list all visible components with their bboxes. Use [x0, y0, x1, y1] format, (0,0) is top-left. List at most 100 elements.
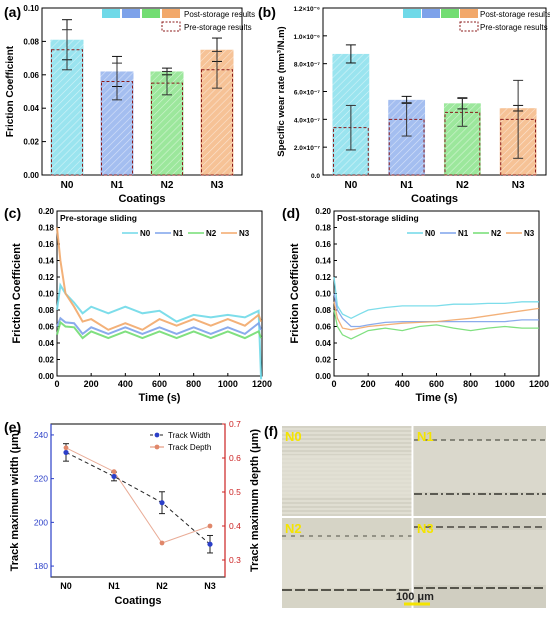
legend-label-track-depth: Track Depth	[168, 443, 211, 452]
y-tick-label: 0.06	[23, 71, 39, 80]
plot-frame	[56, 210, 263, 377]
y-tick-label: 0.10	[38, 290, 54, 299]
legend-label-N2: N2	[206, 229, 217, 238]
annotation: Pre-storage sliding	[60, 213, 137, 223]
y-tick-label: 0.00	[23, 171, 39, 180]
x-tick-label: 400	[118, 379, 133, 389]
series-line-N1	[56, 316, 263, 336]
y-tick-label: 220	[34, 474, 48, 484]
point-track-width-N0	[63, 449, 69, 456]
legend-label-N1: N1	[173, 229, 184, 238]
series-line-N3	[56, 227, 263, 331]
y-axis-label: Friction Coefficient	[11, 243, 23, 344]
y-tick-label: 0.14	[315, 257, 331, 266]
micrograph-label-n2: N2	[285, 521, 302, 536]
x-tick-label: 200	[84, 379, 99, 389]
y-tick-label: 0.02	[38, 356, 54, 365]
y-tick-label: 0.08	[315, 306, 331, 315]
point-track-depth-N2	[159, 540, 165, 546]
x-axis-label: Time (s)	[416, 392, 458, 404]
legend-bars-b: Post-storage results Pre-storage results	[403, 9, 550, 32]
legend-post-b: Post-storage results	[480, 10, 550, 19]
series-line-N0	[333, 276, 539, 320]
x-tick-label-N2: N2	[156, 581, 168, 591]
series-line-N0	[56, 282, 263, 380]
y-tick-label: 0.06	[38, 323, 54, 332]
y-tick-label: 0.10	[23, 4, 39, 13]
micrograph-label-n3: N3	[417, 521, 434, 536]
legend-label-N1: N1	[458, 229, 469, 238]
y-axis-label: Friction Coefficient	[289, 243, 301, 344]
point-track-width-N1	[111, 473, 117, 480]
x-tick-label: 200	[361, 379, 376, 389]
y2-tick-label: 0.3	[229, 555, 241, 565]
micrograph-grid: N0 N1 N2 N3 100 μm	[282, 426, 546, 608]
y2-tick-label: 0.5	[229, 487, 241, 497]
y-tick-label: 1.2×10⁻⁶	[294, 6, 321, 13]
plot-frame	[41, 7, 243, 176]
panel-label-a: (a)	[4, 4, 21, 20]
micrograph-label-n0: N0	[285, 429, 302, 444]
chart-track-dimensions: 180 200 220 240 0.3 0.4 0.5 0.6 0.7 N0 N1 N2 N3 Track…	[9, 419, 261, 607]
y-tick-label: 0.08	[38, 306, 54, 315]
x-tick-label-N2: N2	[161, 180, 174, 191]
y-tick-label: 0.12	[38, 273, 54, 282]
y-tick-label: 0.04	[23, 104, 39, 113]
x-axis-label: Coatings	[411, 193, 458, 205]
micrograph-label-n1: N1	[417, 429, 434, 444]
chart-friction-bars: 0.00 0.02 0.04 0.06 0.08 0.10 N0 N1 N2 N3 Coatings…	[5, 4, 243, 205]
x-tick-label: 600	[429, 379, 444, 389]
panel-label-d: (d)	[282, 205, 300, 221]
x-axis-label: Coatings	[118, 193, 165, 205]
y-tick-label: 0.20	[38, 207, 54, 216]
y-tick-label: 1.0×10⁻⁶	[294, 34, 321, 41]
series-line-N1	[333, 293, 539, 328]
y2-tick-label: 0.6	[229, 453, 241, 463]
x-tick-label-N2: N2	[456, 180, 469, 191]
x-tick-label-N1: N1	[108, 581, 120, 591]
y-tick-label: 0.20	[315, 207, 331, 216]
point-track-depth-N3	[207, 523, 213, 529]
y-axis-label: Specific wear rate (mm³/N.m)	[276, 26, 287, 156]
x-tick-label: 0	[54, 379, 59, 389]
x-tick-label: 1200	[252, 379, 272, 389]
y-tick-label: 0.02	[315, 356, 331, 365]
y-tick-label: 0.08	[23, 37, 39, 46]
x-tick-label-N1: N1	[400, 180, 413, 191]
chart-post-storage-sliding: 0.00 0.02 0.04 0.06 0.08 0.10 0.12 0.14 0.16 0.18…	[289, 207, 549, 404]
point-track-width-N2	[159, 500, 165, 506]
x-tick-label: 1200	[529, 379, 549, 389]
y-tick-label: 240	[34, 430, 48, 440]
y-tick-label: 6.0×10⁻⁷	[294, 90, 320, 97]
legend-marker-track-width	[154, 432, 160, 438]
point-track-depth-N1	[111, 469, 117, 474]
annotation: Post-storage sliding	[337, 213, 419, 223]
legend-pre-a: Pre-storage results	[184, 23, 252, 32]
x-tick-label: 1000	[495, 379, 515, 389]
y-tick-label: 0.16	[315, 240, 331, 249]
y-tick-label: 0.12	[315, 273, 331, 282]
panel-label-f: (f)	[264, 423, 278, 439]
y-tick-label: 200	[34, 517, 48, 527]
y2-tick-label: 0.4	[229, 521, 241, 531]
y-tick-label: 0.00	[38, 372, 54, 381]
y-tick-label: 0.14	[38, 257, 54, 266]
series-line-N3	[333, 301, 540, 331]
y-tick-label: 0.10	[315, 290, 331, 299]
y2-axis-label: Track maximum depth (μm)	[249, 429, 261, 572]
legend-label-N3: N3	[239, 229, 250, 238]
x-tick-label-N0: N0	[61, 180, 74, 191]
x-tick-label-N0: N0	[344, 180, 357, 191]
y-tick-label: 0.18	[38, 224, 54, 233]
x-tick-label: 800	[463, 379, 478, 389]
series-line-N2	[333, 309, 539, 340]
x-tick-label: 1000	[218, 379, 238, 389]
y-tick-label: 0.00	[315, 372, 331, 381]
x-tick-label-N0: N0	[60, 581, 72, 591]
x-axis-label: Time (s)	[139, 392, 181, 404]
x-tick-label-N1: N1	[111, 180, 124, 191]
y-axis-label: Friction Coefficient	[5, 45, 16, 137]
chart-wear-rate-bars: 0.0 2.0×10⁻⁷ 4.0×10⁻⁷ 6.0×10⁻⁷ 8.0×10⁻⁷ 1.0×1…	[276, 6, 547, 205]
point-track-depth-N0	[63, 445, 69, 451]
x-tick-label: 600	[152, 379, 167, 389]
